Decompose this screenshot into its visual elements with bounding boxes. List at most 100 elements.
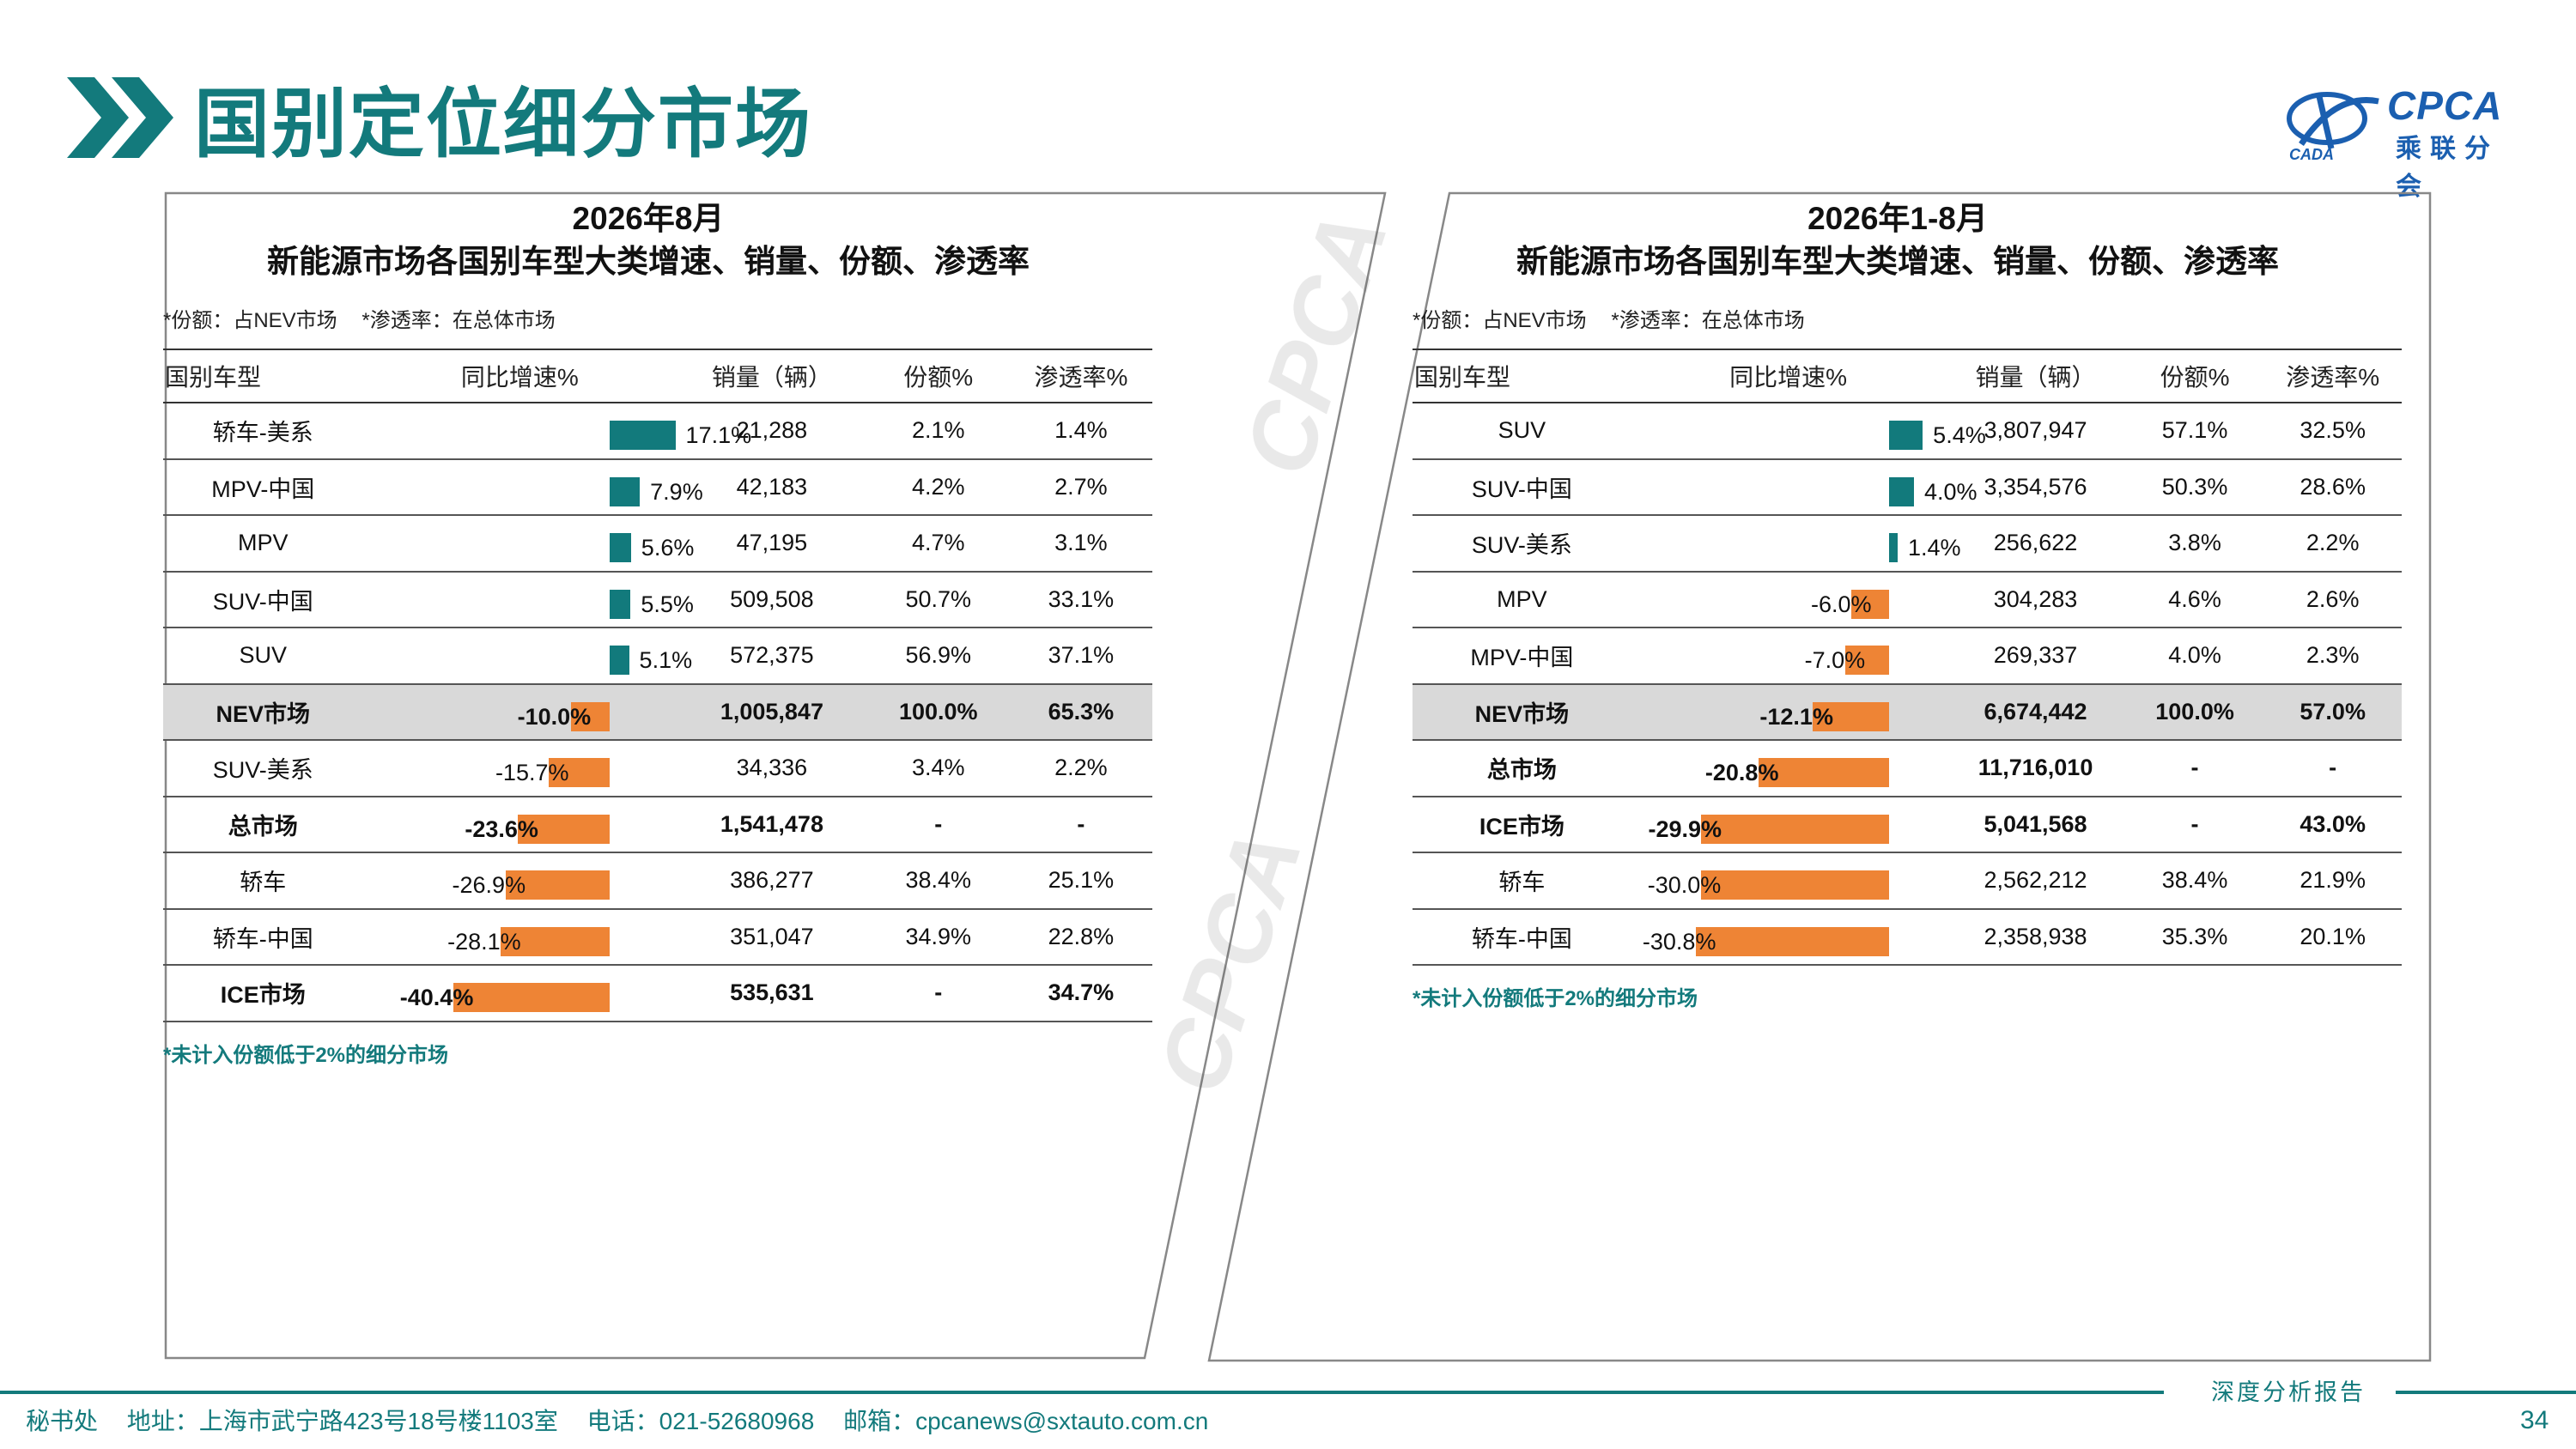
growth-data-label: 1.4% xyxy=(1907,535,1961,561)
row-sales: 1,541,478 xyxy=(677,796,867,853)
table-row: 轿车-美系 17.1% 21,288 2.1% 1.4% xyxy=(163,403,1152,460)
row-penetration: 22.8% xyxy=(1009,908,1152,966)
table-row: SUV-美系 -15.7% 34,336 3.4% 2.2% xyxy=(163,740,1152,797)
footer-secretariat: 秘书处 xyxy=(26,1408,99,1434)
row-penetration: - xyxy=(2263,740,2402,797)
left-panel-title-line2: 新能源市场各国别车型大类增速、销量、份额、渗透率 xyxy=(267,244,1030,279)
row-name: NEV市场 xyxy=(1413,683,1631,741)
growth-data-label: -23.6% xyxy=(465,815,538,842)
row-share: 38.4% xyxy=(2125,852,2264,910)
growth-data-label: -20.8% xyxy=(1704,760,1779,786)
row-name: SUV-中国 xyxy=(1413,458,1631,516)
row-sales: 256,622 xyxy=(1945,515,2126,573)
row-sales: 42,183 xyxy=(677,458,867,516)
row-share: 4.6% xyxy=(2125,571,2264,628)
table-row: 轿车-中国 -30.8% 2,358,938 35.3% 20.1% xyxy=(1413,908,2402,966)
growth-data-label: 5.6% xyxy=(641,535,695,561)
row-share: 2.1% xyxy=(866,403,1010,460)
col-header-penetration: 渗透率% xyxy=(2263,349,2402,403)
note-share: *份额：占NEV市场 xyxy=(163,309,337,332)
right-footnote: *未计入份额低于2%的细分市场 xyxy=(1413,987,1698,1010)
row-name: 轿车-中国 xyxy=(1413,908,1631,966)
growth-bar xyxy=(1695,926,1889,956)
row-penetration: 57.0% xyxy=(2263,683,2402,741)
left-panel: 2026年8月 新能源市场各国别车型大类增速、销量、份额、渗透率 *份额：占NE… xyxy=(163,197,1152,1068)
note-penetration: *渗透率：在总体市场 xyxy=(1611,309,1805,332)
col-header-share: 份额% xyxy=(866,349,1010,403)
left-table-body: 轿车-美系 17.1% 21,288 2.1% 1.4% MPV-中国 7.9% 42,183… xyxy=(163,403,1152,1022)
growth-bar xyxy=(609,476,641,506)
footer-contact: 秘书处 地址：上海市武宁路423号18号楼1103室 电话：021-526809… xyxy=(26,1403,1230,1437)
cpca-emblem-icon: CADA xyxy=(2287,92,2379,161)
row-share: 100.0% xyxy=(2125,683,2264,741)
growth-bar xyxy=(1850,589,1889,619)
row-penetration: 1.4% xyxy=(1009,403,1152,460)
table-row: ICE市场 -40.4% 535,631-34.7% xyxy=(163,965,1152,1022)
growth-data-label: 5.5% xyxy=(641,591,694,617)
row-sales: 2,358,938 xyxy=(1945,908,2126,966)
growth-bar xyxy=(518,814,610,844)
row-share: 38.4% xyxy=(866,852,1010,910)
row-sales: 11,716,010 xyxy=(1945,740,2126,797)
row-name: SUV-中国 xyxy=(163,571,363,628)
double-chevron-icon xyxy=(67,77,173,158)
col-header-growth: 同比增速% xyxy=(362,349,677,403)
growth-data-label: -15.7% xyxy=(495,760,569,786)
right-panel: 2026年1-8月 新能源市场各国别车型大类增速、销量、份额、渗透率 *份额：占… xyxy=(1413,197,2402,1011)
row-sales: 269,337 xyxy=(1945,627,2126,685)
row-name: MPV xyxy=(163,515,363,573)
cpca-logo: CADA CPCA 乘联分会 xyxy=(2284,76,2516,201)
footer-divider-left xyxy=(0,1391,2164,1394)
col-header-penetration: 渗透率% xyxy=(1009,349,1152,403)
growth-bar xyxy=(1758,758,1889,788)
row-sales: 1,005,847 xyxy=(677,683,867,741)
title-bar: 国别定位细分市场 xyxy=(67,70,812,168)
growth-bar xyxy=(505,870,610,900)
table-header-row: 国别车型 同比增速% 销量（辆） 份额% 渗透率% xyxy=(1413,349,2402,403)
growth-bar xyxy=(609,421,676,451)
growth-data-label: -30.8% xyxy=(1642,928,1716,955)
row-share: 4.0% xyxy=(2125,627,2264,685)
row-penetration: 37.1% xyxy=(1009,627,1152,685)
growth-data-label: -26.9% xyxy=(452,872,526,899)
row-penetration: 28.6% xyxy=(2263,458,2402,516)
right-data-table: 国别车型 同比增速% 销量（辆） 份额% 渗透率% SUV 5.4% 3,807,9… xyxy=(1413,349,2402,966)
logo-subtitle: 乘联分会 xyxy=(2396,135,2499,201)
col-header-name: 国别车型 xyxy=(163,349,363,403)
growth-data-label: -6.0% xyxy=(1810,591,1872,617)
row-name: 轿车-中国 xyxy=(163,908,363,966)
row-name: 总市场 xyxy=(1413,740,1631,797)
row-name: SUV xyxy=(1413,403,1631,460)
growth-data-label: -12.1% xyxy=(1759,703,1833,730)
left-data-table: 国别车型 同比增速% 销量（辆） 份额% 渗透率% 轿车-美系 17.1% 21,2… xyxy=(163,349,1152,1022)
row-share: 50.3% xyxy=(2125,458,2264,516)
footer-email[interactable]: 邮箱：cpcanews@sxtauto.com.cn xyxy=(843,1408,1209,1434)
growth-data-label: -10.0% xyxy=(517,703,592,730)
table-row: SUV 5.4% 3,807,947 57.1% 32.5% xyxy=(1413,403,2402,460)
growth-bar xyxy=(1844,646,1889,676)
growth-data-label: -40.4% xyxy=(399,985,474,1011)
row-share: - xyxy=(2125,740,2264,797)
footer-address: 地址：上海市武宁路423号18号楼1103室 xyxy=(126,1408,558,1434)
row-name: NEV市场 xyxy=(163,683,363,741)
row-penetration: 2.7% xyxy=(1009,458,1152,516)
growth-data-label: 7.9% xyxy=(650,478,703,505)
growth-data-label: 17.1% xyxy=(685,422,752,449)
row-name: 轿车 xyxy=(1413,852,1631,910)
footer-phone: 电话：021-52680968 xyxy=(586,1408,815,1434)
row-sales: 572,375 xyxy=(677,627,867,685)
row-sales: 386,277 xyxy=(677,852,867,910)
table-row: ICE市场 -29.9% 5,041,568-43.0% xyxy=(1413,796,2402,853)
row-penetration: 2.3% xyxy=(2263,627,2402,685)
watermark-cpca: CPCA CPCA xyxy=(1139,200,1407,1105)
row-share: 56.9% xyxy=(866,627,1010,685)
row-penetration: 32.5% xyxy=(2263,403,2402,460)
row-name: SUV-美系 xyxy=(163,740,363,797)
growth-data-label: -7.0% xyxy=(1804,647,1866,674)
growth-bar xyxy=(570,701,610,731)
row-name: MPV-中国 xyxy=(163,458,363,516)
row-penetration: 2.2% xyxy=(2263,515,2402,573)
row-name: MPV-中国 xyxy=(1413,627,1631,685)
row-penetration: 2.2% xyxy=(1009,740,1152,797)
growth-data-label: 4.0% xyxy=(1923,478,1978,505)
